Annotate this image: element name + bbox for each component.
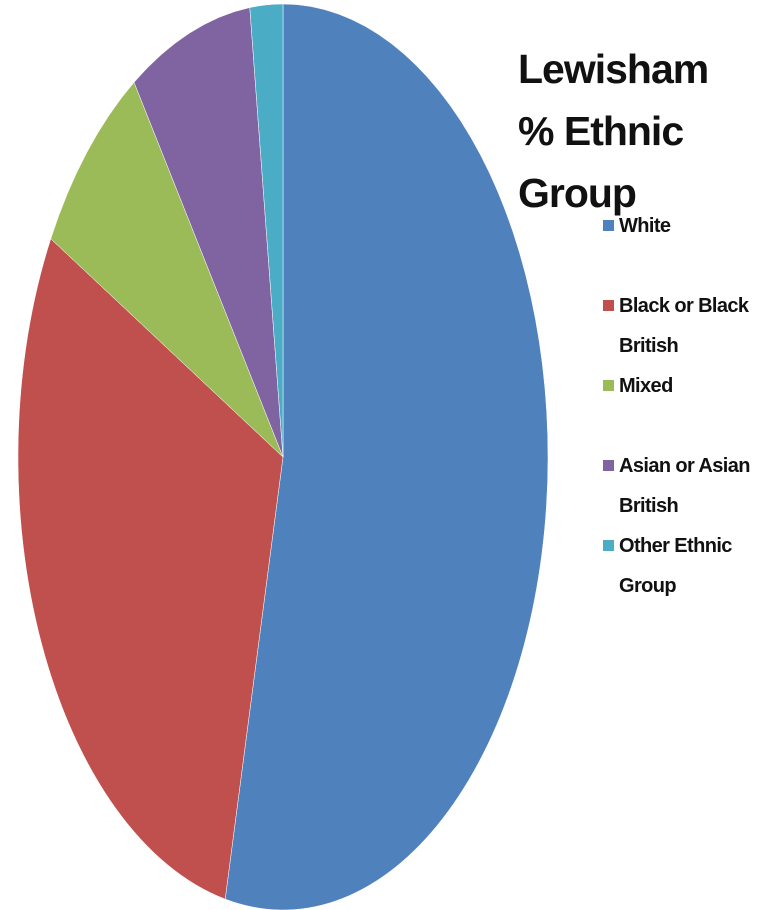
legend-swatch-black-or-black-british <box>603 300 614 311</box>
pie-slice-black-or-black-british <box>17 238 284 900</box>
pie-slice-other-ethnic-group <box>249 3 284 458</box>
pie-slice-white <box>224 3 549 910</box>
legend-swatch-mixed <box>603 380 614 391</box>
legend-swatch-white <box>603 220 614 231</box>
chart-title: Lewisham % Ethnic Group <box>518 46 709 216</box>
legend-item-white: White <box>603 206 759 246</box>
legend-swatch-asian-or-asian-british <box>603 460 614 471</box>
legend-item-asian-or-asian-british: Asian or Asian British <box>603 446 759 526</box>
legend-label-mixed: Mixed <box>619 375 673 397</box>
legend-item-mixed: Mixed <box>603 366 759 406</box>
legend-item-black-or-black-british: Black or Black British <box>603 286 759 366</box>
pie-slices <box>17 3 549 910</box>
pie-slice-mixed <box>50 81 284 458</box>
legend-label-other-ethnic-group: Other Ethnic Group <box>619 535 732 597</box>
legend-label-black-or-black-british: Black or Black British <box>619 295 749 357</box>
legend-item-other-ethnic-group: Other Ethnic Group <box>603 526 759 606</box>
legend-label-asian-or-asian-british: Asian or Asian British <box>619 455 751 517</box>
pie-slice-asian-or-asian-british <box>133 7 284 458</box>
legend-swatch-other-ethnic-group <box>603 540 614 551</box>
legend-label-white: White <box>619 215 671 237</box>
